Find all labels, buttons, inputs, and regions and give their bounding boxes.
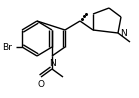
Text: N: N — [50, 59, 56, 68]
Text: O: O — [38, 80, 44, 89]
Text: N: N — [120, 29, 127, 38]
Text: Br: Br — [2, 43, 12, 52]
